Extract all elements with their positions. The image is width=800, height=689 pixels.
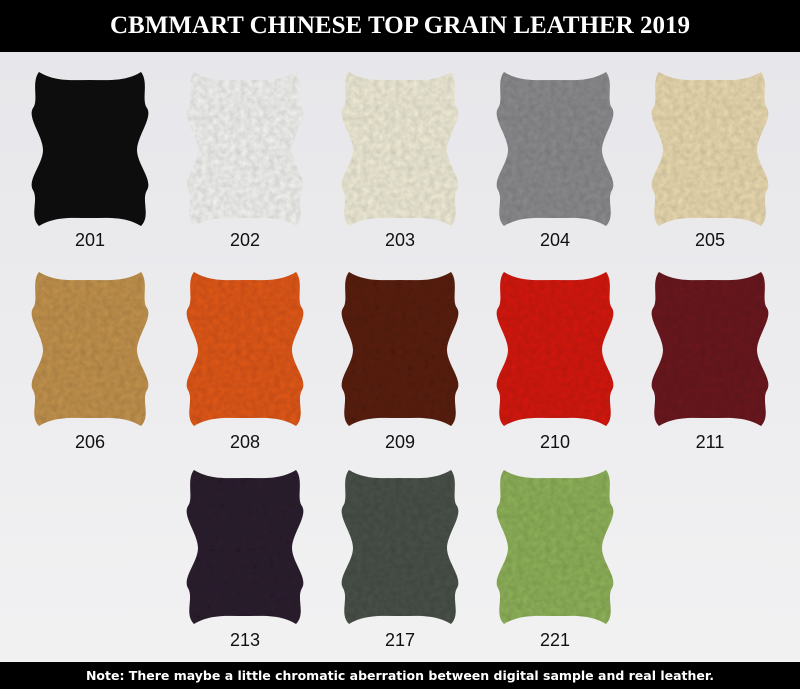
title: CBMMART CHINESE TOP GRAIN LEATHER 2019	[110, 12, 690, 39]
color-code: 204	[540, 230, 570, 250]
color-code: 206	[75, 432, 105, 452]
leather-swatch	[496, 72, 614, 226]
leather-swatch	[651, 272, 769, 426]
leather-swatch	[496, 272, 614, 426]
color-code: 203	[385, 230, 415, 250]
color-code: 221	[540, 630, 570, 650]
color-code: 208	[230, 432, 260, 452]
leather-swatch	[341, 272, 459, 426]
leather-swatch	[496, 470, 614, 624]
leather-swatch	[341, 470, 459, 624]
leather-swatch	[186, 72, 304, 226]
color-code: 201	[75, 230, 105, 250]
header-bar	[0, 0, 800, 52]
color-code: 205	[695, 230, 725, 250]
leather-swatch	[186, 272, 304, 426]
leather-swatch	[341, 72, 459, 226]
swatch-grid: 201 202 203 204 205 206 208 209 210 211 213 217 221	[31, 72, 769, 650]
leather-swatch	[186, 470, 304, 624]
color-code: 213	[230, 630, 260, 650]
color-code: 217	[385, 630, 415, 650]
color-code: 211	[696, 432, 725, 452]
color-code: 210	[540, 432, 570, 452]
leather-swatch	[31, 72, 149, 226]
leather-swatch	[651, 72, 769, 226]
color-code: 202	[230, 230, 260, 250]
leather-swatch	[31, 272, 149, 426]
color-code: 209	[385, 432, 415, 452]
note: Note: There maybe a little chromatic abe…	[86, 668, 714, 683]
footer-bar	[0, 662, 800, 689]
